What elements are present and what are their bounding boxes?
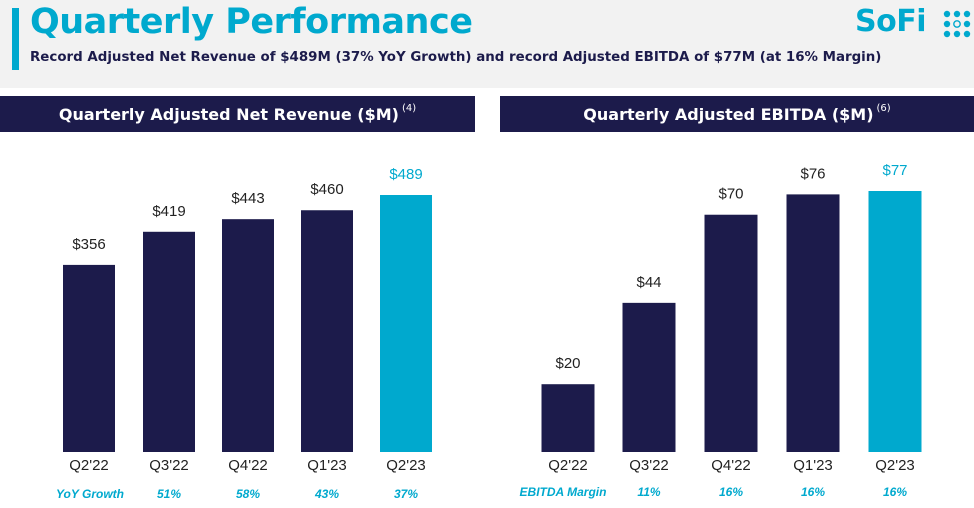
revenue-bar xyxy=(301,210,353,452)
ebitda-footer-value: 16% xyxy=(719,485,743,499)
title-accent-bar xyxy=(12,8,19,70)
revenue-chart-title: Quarterly Adjusted Net Revenue ($M) (4) xyxy=(0,96,475,132)
revenue-value-label: $489 xyxy=(389,166,422,183)
revenue-bar xyxy=(143,231,195,452)
revenue-category-label: Q2'22 xyxy=(69,457,109,474)
revenue-value-label: $443 xyxy=(231,190,264,207)
ebitda-bar xyxy=(622,302,676,452)
revenue-chart-title-text: Quarterly Adjusted Net Revenue ($M) xyxy=(58,104,399,124)
ebitda-value-label: $76 xyxy=(800,165,825,182)
ebitda-value-label: $70 xyxy=(718,186,743,203)
ebitda-footer-label: EBITDA Margin xyxy=(520,485,607,499)
revenue-bar xyxy=(380,195,432,452)
sofi-dots-icon xyxy=(943,10,971,38)
revenue-category-label: Q1'23 xyxy=(307,457,347,474)
ebitda-value-label: $20 xyxy=(555,355,580,372)
ebitda-category-label: Q2'22 xyxy=(548,457,588,474)
ebitda-bar xyxy=(868,191,922,452)
ebitda-footer-value: 11% xyxy=(637,485,660,499)
revenue-value-label: $460 xyxy=(310,181,343,198)
ebitda-category-label: Q1'23 xyxy=(793,457,833,474)
revenue-bar xyxy=(222,219,274,452)
ebitda-category-label: Q3'22 xyxy=(629,457,669,474)
ebitda-value-label: $77 xyxy=(882,162,907,179)
revenue-footer-label: YoY Growth xyxy=(56,487,124,501)
revenue-value-label: $356 xyxy=(72,236,105,253)
revenue-value-label: $419 xyxy=(152,203,185,220)
header-band xyxy=(0,0,974,88)
sofi-logo: SoFi xyxy=(855,4,971,46)
ebitda-bar xyxy=(786,194,840,452)
revenue-bar xyxy=(63,264,115,452)
revenue-category-label: Q3'22 xyxy=(149,457,189,474)
ebitda-bar xyxy=(541,384,595,452)
ebitda-value-label: $44 xyxy=(636,274,661,291)
ebitda-chart-title: Quarterly Adjusted EBITDA ($M) (6) xyxy=(500,96,974,132)
revenue-chart-footnote: (4) xyxy=(401,102,417,114)
logo-text: SoFi xyxy=(855,4,927,39)
revenue-category-label: Q4'22 xyxy=(228,457,268,474)
revenue-footer-value: 51% xyxy=(157,487,181,501)
page-subtitle: Record Adjusted Net Revenue of $489M (37… xyxy=(30,50,882,65)
revenue-footer-value: 58% xyxy=(236,487,260,501)
ebitda-footer-value: 16% xyxy=(801,485,825,499)
revenue-footer-value: 43% xyxy=(314,487,339,501)
ebitda-footer-value: 16% xyxy=(883,485,907,499)
ebitda-category-label: Q4'22 xyxy=(711,457,751,474)
page-title: Quarterly Performance xyxy=(30,2,473,42)
ebitda-chart-title-text: Quarterly Adjusted EBITDA ($M) xyxy=(583,104,874,124)
revenue-footer-value: 37% xyxy=(394,487,418,501)
revenue-category-label: Q2'23 xyxy=(386,457,426,474)
ebitda-category-label: Q2'23 xyxy=(875,457,915,474)
ebitda-bar xyxy=(704,214,758,452)
ebitda-chart-footnote: (6) xyxy=(876,102,891,114)
